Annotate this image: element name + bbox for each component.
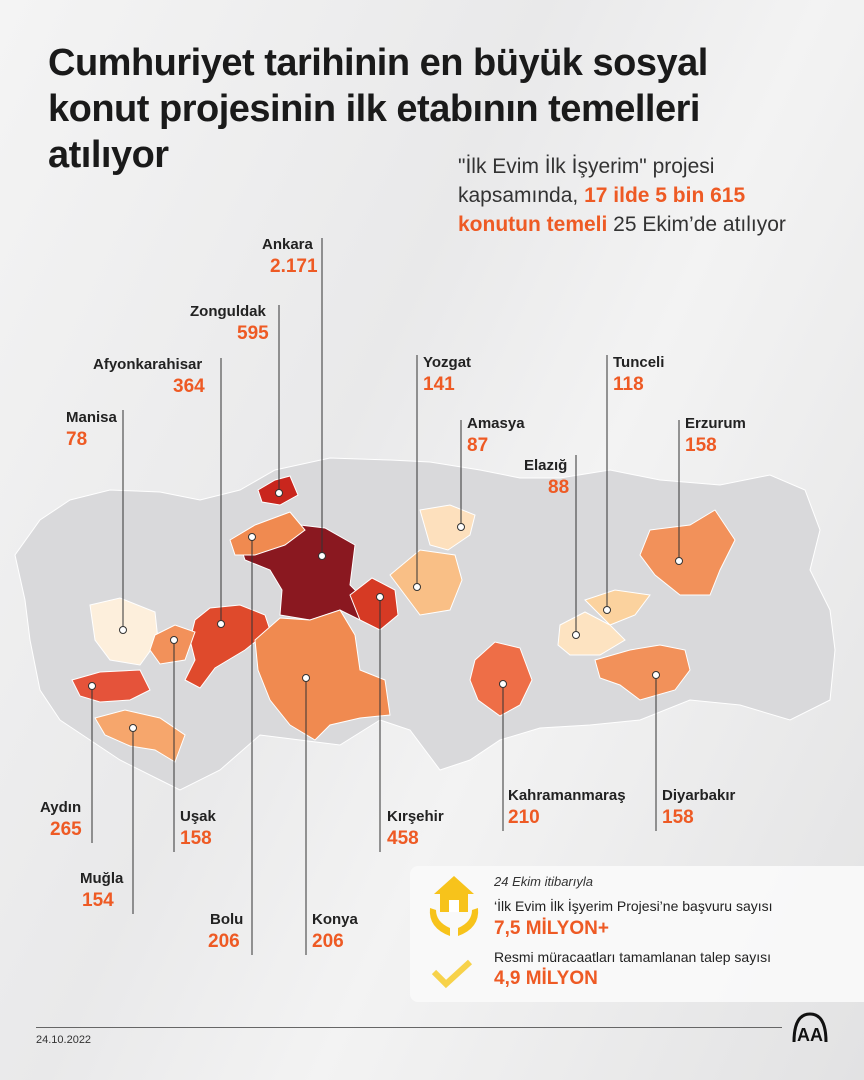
- completed-value: 4,9 MİLYON: [494, 968, 598, 989]
- province-marker: [217, 620, 225, 628]
- province-marker: [119, 626, 127, 634]
- completed-label: Resmi müracaatları tamamlanan talep sayı…: [494, 949, 771, 965]
- province-value: 458: [387, 828, 419, 849]
- province-value: 158: [180, 828, 212, 849]
- province-marker: [129, 724, 137, 732]
- province-marker: [376, 593, 384, 601]
- province-value: 364: [173, 376, 205, 397]
- province-name: Konya: [312, 911, 358, 928]
- house-hands-icon: [429, 876, 479, 936]
- province-value: 210: [508, 807, 540, 828]
- province-name: Diyarbakır: [662, 787, 736, 804]
- province-value: 158: [685, 435, 717, 456]
- province-region: [557, 611, 626, 656]
- province-region: [389, 549, 463, 616]
- date-note: 24 Ekim itibarıyla: [494, 874, 593, 889]
- province-name: Ankara: [262, 236, 313, 253]
- province-region: [94, 709, 186, 763]
- province-marker: [603, 606, 611, 614]
- province-marker: [572, 631, 580, 639]
- province-marker: [170, 636, 178, 644]
- province-marker: [652, 671, 660, 679]
- province-name: Erzurum: [685, 415, 746, 432]
- province-value: 595: [237, 323, 269, 344]
- province-value: 88: [548, 477, 570, 498]
- province-marker: [675, 557, 683, 565]
- turkey-outline: [14, 457, 836, 791]
- subtitle-text: "İlk Evim İlk İşyerim" projesi kapsamınd…: [458, 155, 715, 207]
- footer-divider: [36, 1027, 782, 1028]
- province-name: Bolu: [210, 911, 244, 928]
- province-region: [229, 511, 306, 556]
- province-marker: [88, 682, 96, 690]
- province-name: Uşak: [180, 808, 216, 825]
- province-name: Elazığ: [524, 457, 568, 474]
- province-region: [639, 509, 736, 596]
- province-name: Kahramanmaraş: [508, 787, 626, 804]
- applications-value: 7,5 MİLYON+: [494, 918, 609, 939]
- svg-text:AA: AA: [797, 1025, 823, 1045]
- province-marker: [318, 552, 326, 560]
- province-marker: [413, 583, 421, 591]
- province-marker: [275, 489, 283, 497]
- province-value: 141: [423, 374, 455, 395]
- province-region: [149, 624, 196, 665]
- province-name: Afyonkarahisar: [93, 356, 203, 373]
- province-marker: [302, 674, 310, 682]
- province-marker: [499, 680, 507, 688]
- province-region: [349, 577, 399, 631]
- province-value: 154: [82, 890, 114, 911]
- province-name: Manisa: [66, 409, 117, 426]
- aa-logo: AA: [792, 1012, 828, 1045]
- province-value: 206: [208, 931, 240, 952]
- checkmark-icon: [431, 959, 473, 989]
- province-value: 206: [312, 931, 344, 952]
- province-value: 118: [613, 374, 644, 395]
- province-name: Zonguldak: [190, 303, 266, 320]
- province-region: [254, 609, 391, 741]
- province-name: Muğla: [80, 870, 124, 887]
- province-region: [594, 644, 691, 701]
- province-marker: [457, 523, 465, 531]
- subtitle: "İlk Evim İlk İşyerim" projesi kapsamınd…: [458, 152, 818, 239]
- page-title: Cumhuriyet tarihinin en büyük sosyal kon…: [48, 42, 708, 176]
- province-name: Aydın: [40, 799, 82, 816]
- province-value: 2.171: [270, 256, 318, 277]
- subtitle-highlight: 17 ilde 5 bin 615 konutun temeli: [458, 184, 746, 236]
- info-panel: 24 Ekim itibarıyla ‘İlk Evim İlk İşyerim…: [410, 866, 864, 1002]
- province-name: Amasya: [467, 415, 525, 432]
- province-name: Kırşehir: [387, 808, 444, 825]
- province-value: 78: [66, 429, 88, 450]
- province-value: 158: [662, 807, 694, 828]
- applications-label: ‘İlk Evim İlk İşyerim Projesi’ne başvuru…: [494, 898, 773, 914]
- subtitle-text-end: 25 Ekim’de atılıyor: [607, 213, 786, 236]
- province-region: [469, 641, 533, 717]
- province-marker: [248, 533, 256, 541]
- province-name: Yozgat: [423, 354, 472, 371]
- province-name: Tunceli: [613, 354, 665, 371]
- footer-date: 24.10.2022: [36, 1034, 92, 1046]
- province-value: 265: [50, 819, 82, 840]
- province-region: [584, 589, 651, 626]
- province-region: [184, 604, 271, 689]
- province-value: 87: [467, 435, 489, 456]
